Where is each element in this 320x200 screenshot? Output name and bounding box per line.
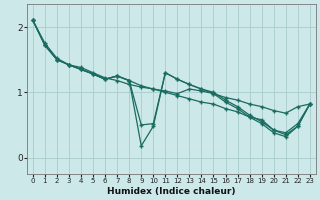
X-axis label: Humidex (Indice chaleur): Humidex (Indice chaleur) bbox=[107, 187, 236, 196]
